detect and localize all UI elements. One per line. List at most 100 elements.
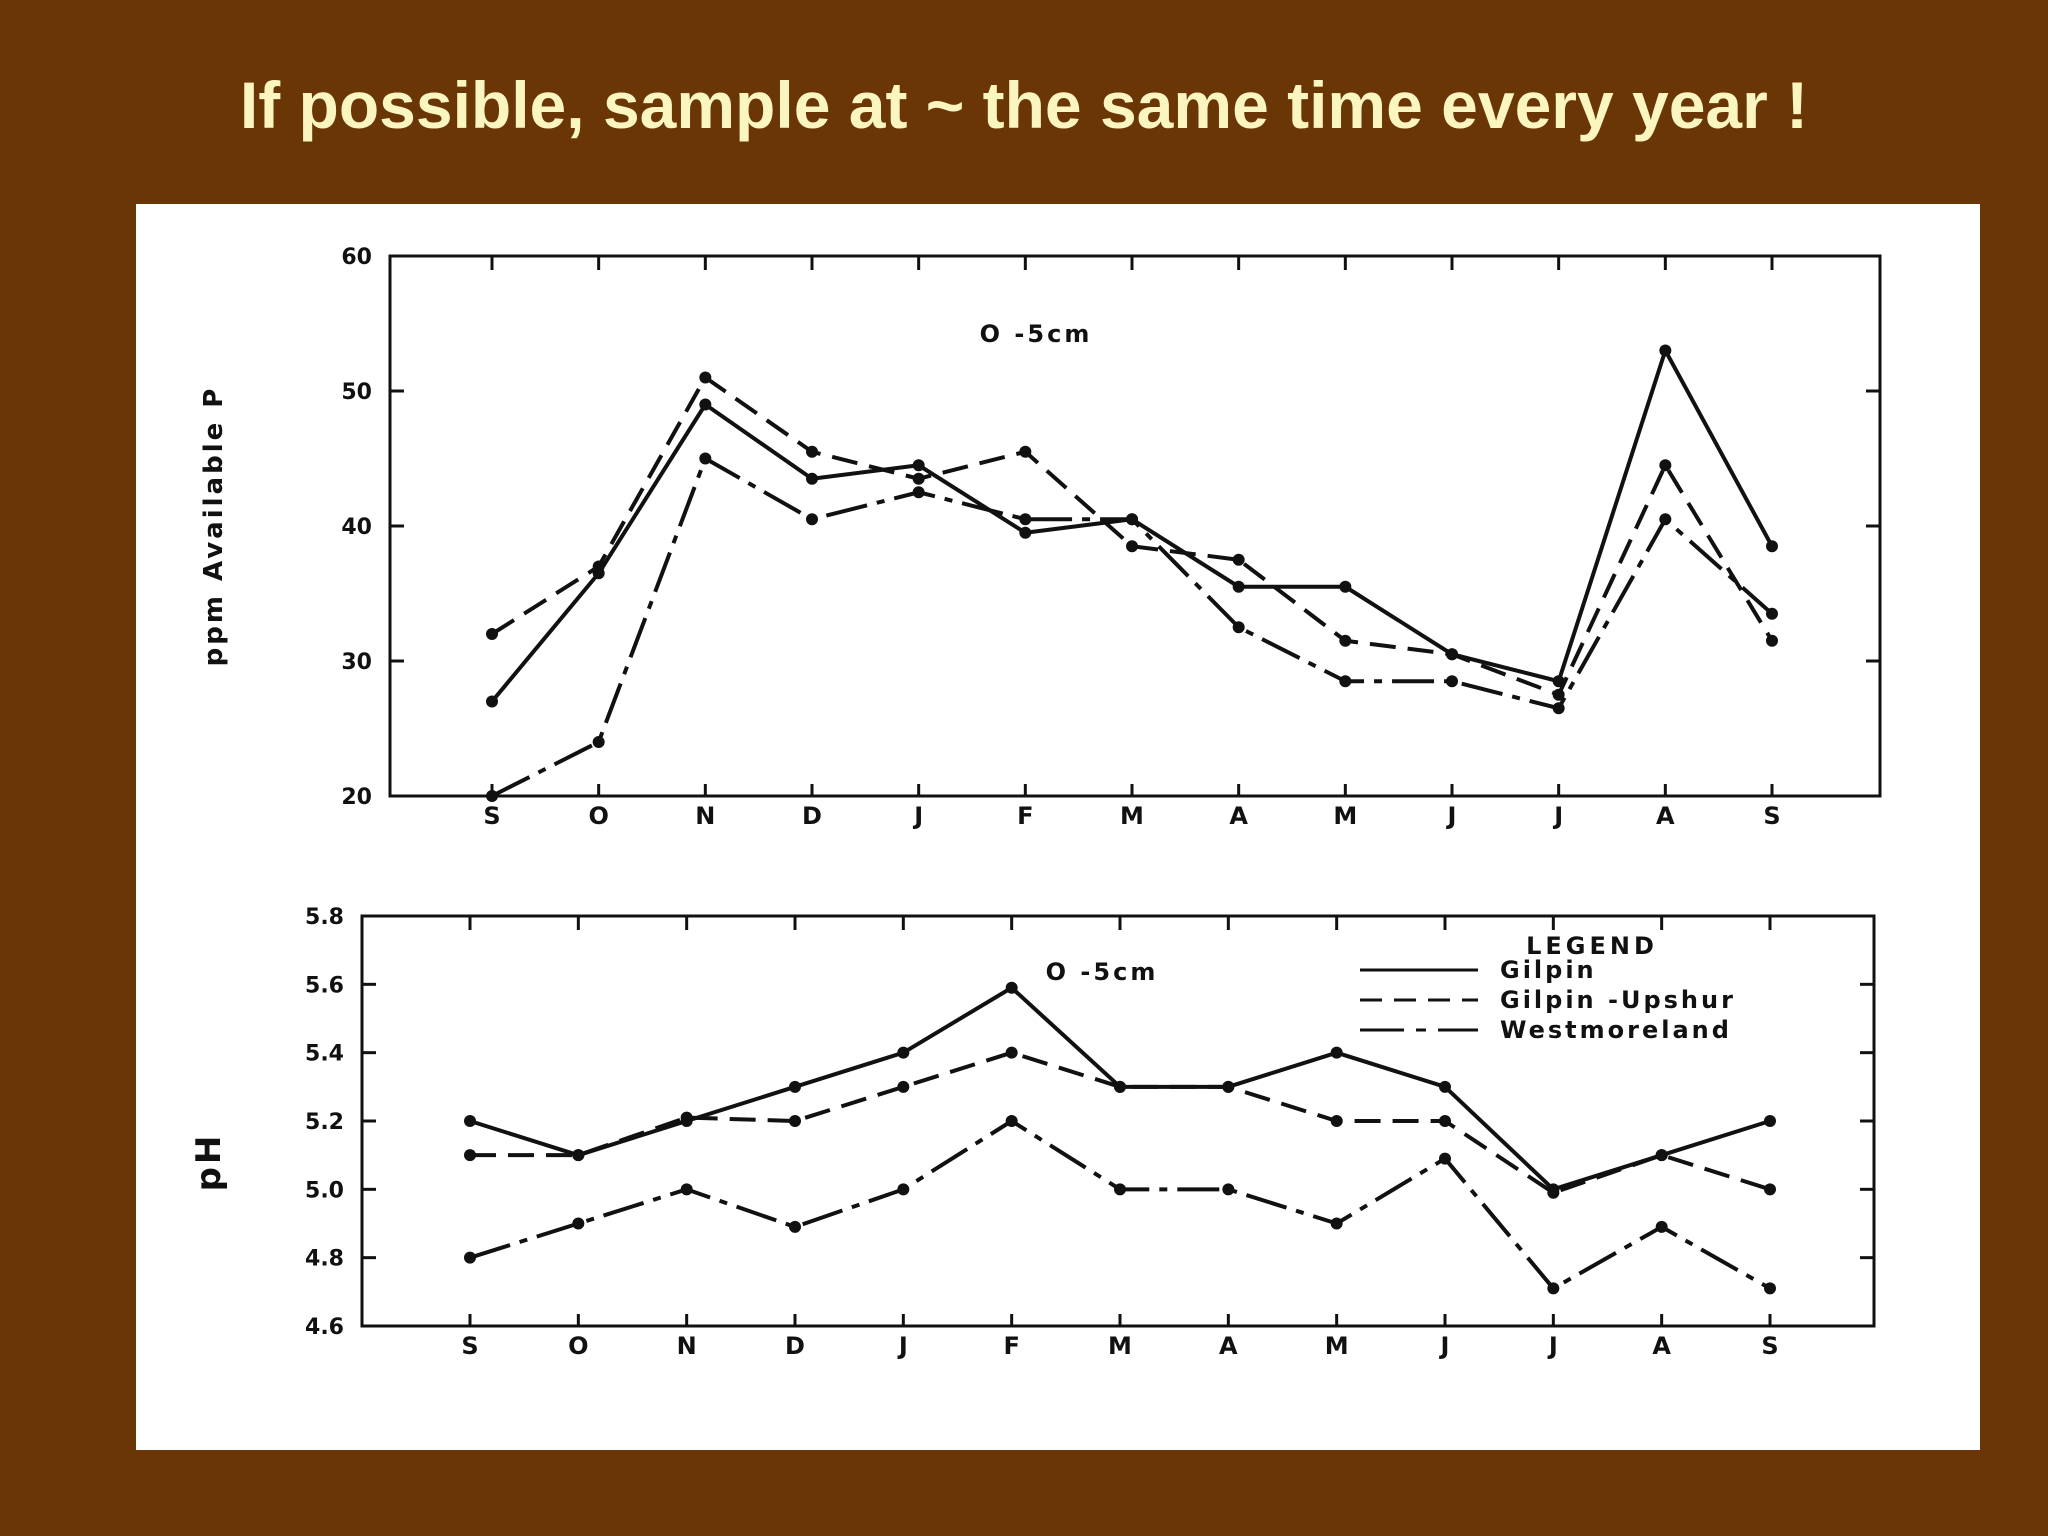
x-tick-label: J bbox=[1547, 1332, 1558, 1360]
data-point bbox=[1764, 1115, 1776, 1127]
data-point bbox=[699, 371, 712, 384]
data-point bbox=[897, 1046, 910, 1059]
x-tick-label: O bbox=[568, 1332, 588, 1360]
series-line-gilpin-upshur bbox=[470, 1050, 1771, 1195]
x-tick-label: J bbox=[1552, 802, 1563, 830]
x-tick-label: J bbox=[1439, 1332, 1450, 1360]
data-point bbox=[1552, 702, 1565, 715]
data-point bbox=[1232, 580, 1245, 593]
data-point bbox=[1659, 344, 1672, 357]
data-point bbox=[1222, 1183, 1235, 1196]
data-point bbox=[572, 1149, 585, 1162]
x-tick-label: N bbox=[695, 802, 715, 830]
y-tick-label: 4.6 bbox=[305, 1315, 344, 1340]
data-point bbox=[806, 513, 818, 526]
data-point bbox=[1655, 1220, 1668, 1233]
x-tick-label: D bbox=[802, 802, 822, 830]
y-tick-label: 30 bbox=[341, 650, 372, 675]
data-point bbox=[486, 628, 498, 640]
data-point bbox=[1005, 981, 1018, 994]
y-tick-label: 5.6 bbox=[305, 973, 344, 998]
x-tick-label: O bbox=[588, 802, 608, 830]
plot-frame bbox=[388, 254, 1882, 798]
x-tick-label: J bbox=[897, 1332, 908, 1360]
data-point bbox=[806, 472, 818, 485]
x-tick-label: J bbox=[1446, 802, 1457, 830]
y-tick-label: 20 bbox=[341, 785, 372, 810]
data-point bbox=[1126, 540, 1138, 553]
x-tick-label: S bbox=[483, 802, 500, 830]
depth-annotation: O -5cm bbox=[1046, 958, 1159, 986]
series-line-westmoreland bbox=[491, 456, 1774, 798]
x-tick-label: N bbox=[677, 1332, 697, 1360]
x-tick-label: F bbox=[1003, 1332, 1019, 1360]
data-point bbox=[1232, 621, 1245, 634]
data-point bbox=[1439, 1080, 1451, 1093]
data-point bbox=[1764, 1282, 1776, 1295]
data-point bbox=[1330, 1046, 1343, 1059]
data-point bbox=[912, 472, 925, 485]
data-point bbox=[1339, 580, 1352, 593]
data-point bbox=[1114, 1080, 1126, 1093]
y-axis-label: ppm Available P bbox=[199, 386, 229, 667]
x-tick-label: M bbox=[1333, 802, 1357, 830]
data-point bbox=[680, 1111, 693, 1124]
data-point bbox=[1766, 607, 1778, 620]
data-point bbox=[1439, 1115, 1451, 1127]
data-point bbox=[1766, 540, 1778, 553]
x-tick-label: A bbox=[1229, 802, 1248, 830]
x-tick-label: A bbox=[1656, 802, 1675, 830]
x-tick-label: S bbox=[1761, 1332, 1778, 1360]
data-point bbox=[897, 1080, 910, 1093]
data-point bbox=[1446, 648, 1458, 661]
x-tick-label: A bbox=[1652, 1332, 1671, 1360]
data-point bbox=[1552, 688, 1565, 701]
y-tick-label: 40 bbox=[341, 515, 372, 540]
data-point bbox=[1005, 1115, 1018, 1127]
data-point bbox=[680, 1183, 693, 1196]
data-point bbox=[806, 445, 818, 458]
legend-title: LEGEND bbox=[1526, 932, 1658, 960]
data-point bbox=[1339, 634, 1352, 647]
data-point bbox=[912, 486, 925, 499]
x-tick-label: J bbox=[912, 802, 923, 830]
data-point bbox=[464, 1115, 476, 1127]
legend-entry-label: Gilpin bbox=[1500, 956, 1597, 984]
data-point bbox=[897, 1183, 910, 1196]
y-tick-label: 50 bbox=[341, 380, 372, 405]
x-tick-label: A bbox=[1219, 1332, 1238, 1360]
data-point bbox=[1019, 513, 1032, 526]
y-tick-label: 5.8 bbox=[305, 905, 344, 930]
series-line-gilpin-upshur bbox=[490, 375, 1774, 697]
data-point bbox=[1446, 675, 1458, 688]
data-point bbox=[1005, 1046, 1018, 1059]
y-tick-label: 60 bbox=[341, 245, 372, 270]
data-point bbox=[699, 452, 712, 465]
x-tick-label: F bbox=[1017, 802, 1033, 830]
data-point bbox=[1764, 1183, 1776, 1196]
data-point bbox=[1766, 634, 1778, 647]
data-point bbox=[1655, 1149, 1668, 1162]
data-point bbox=[1339, 675, 1352, 688]
data-point bbox=[789, 1220, 801, 1233]
legend-entry-label: Gilpin -Upshur bbox=[1500, 986, 1736, 1014]
data-point bbox=[1330, 1115, 1343, 1127]
data-point bbox=[486, 695, 498, 708]
data-point bbox=[1659, 513, 1672, 526]
data-point bbox=[912, 459, 925, 472]
data-point bbox=[699, 398, 712, 411]
slide-title: If possible, sample at ~ the same time e… bbox=[239, 68, 1809, 142]
data-point bbox=[789, 1115, 801, 1127]
x-tick-label: M bbox=[1108, 1332, 1132, 1360]
depth-annotation: O -5cm bbox=[980, 320, 1093, 348]
data-point bbox=[592, 736, 605, 748]
x-tick-label: M bbox=[1325, 1332, 1349, 1360]
x-tick-label: M bbox=[1120, 802, 1144, 830]
data-point bbox=[1019, 445, 1032, 458]
y-tick-label: 4.8 bbox=[305, 1247, 344, 1272]
x-tick-label: D bbox=[785, 1332, 805, 1360]
data-point bbox=[1222, 1080, 1235, 1093]
